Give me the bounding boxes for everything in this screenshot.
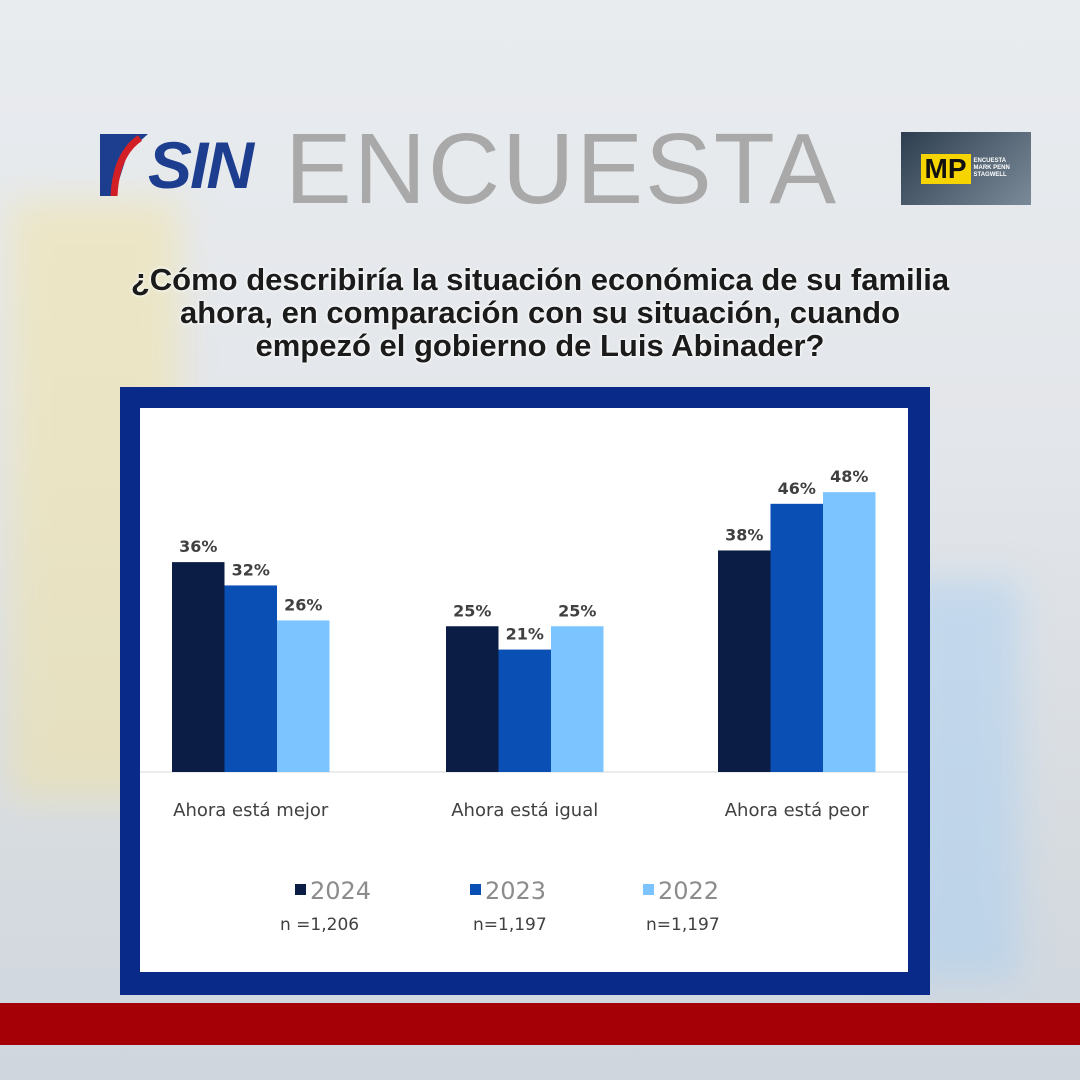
category-label: Ahora está mejor [173, 800, 329, 821]
legend-sample-size: n =1,206 [280, 915, 359, 935]
header-title: ENCUESTA [285, 113, 839, 225]
question-line: ahora, en comparación con su situación, … [179, 295, 901, 330]
bar-2022 [551, 626, 604, 772]
category-label: Ahora está igual [451, 800, 598, 821]
bar-chart: 36% 32% 26% Ahora está mejor 25% 21% 25% Ahora … [140, 467, 908, 935]
sin-logo: SIN [100, 127, 254, 203]
bar-2023 [224, 585, 277, 772]
legend-swatch-2023 [470, 884, 481, 895]
bar-2022 [823, 492, 876, 772]
legend-label: 2022 [658, 877, 719, 905]
data-label: 32% [232, 560, 270, 579]
bar-2023 [498, 649, 551, 772]
category-label: Ahora está peor [725, 800, 870, 821]
data-label: 21% [506, 625, 544, 644]
data-label: 25% [453, 601, 491, 620]
brand-name: SIN [148, 128, 254, 202]
data-label: 46% [778, 479, 816, 498]
sin-logo-icon [100, 134, 148, 197]
bar-2023 [770, 503, 823, 772]
legend-sample-size: n=1,197 [473, 915, 547, 935]
bar-2024 [446, 626, 499, 772]
bar-2024 [172, 562, 225, 772]
legend-label: 2024 [310, 877, 371, 905]
mp-logo-text: MP [920, 153, 971, 184]
mp-logo: MP ENCUESTA MARK PENN STAGWELL [901, 132, 1031, 205]
legend-sample-size: n=1,197 [646, 915, 720, 935]
legend-label: 2023 [485, 877, 546, 905]
mp-logo-subtext: ENCUESTA MARK PENN STAGWELL [973, 158, 1010, 178]
question-line: ¿Cómo describiría la situación económica… [130, 262, 950, 297]
data-label: 26% [284, 595, 322, 614]
legend-swatch-2024 [295, 884, 306, 895]
question-line: empezó el gobierno de Luis Abinader? [255, 328, 825, 363]
bar-2024 [718, 550, 771, 772]
data-label: 38% [725, 525, 763, 544]
footer-red-band [0, 1003, 1080, 1045]
data-label: 36% [179, 537, 217, 556]
data-label: 25% [558, 601, 596, 620]
question-title: ¿Cómo describiría la situación económica… [0, 263, 1080, 362]
legend-swatch-2022 [643, 884, 654, 895]
bar-2022 [277, 620, 330, 772]
data-label: 48% [830, 467, 868, 486]
chart-area: 36% 32% 26% Ahora está mejor 25% 21% 25% Ahora … [140, 408, 908, 972]
